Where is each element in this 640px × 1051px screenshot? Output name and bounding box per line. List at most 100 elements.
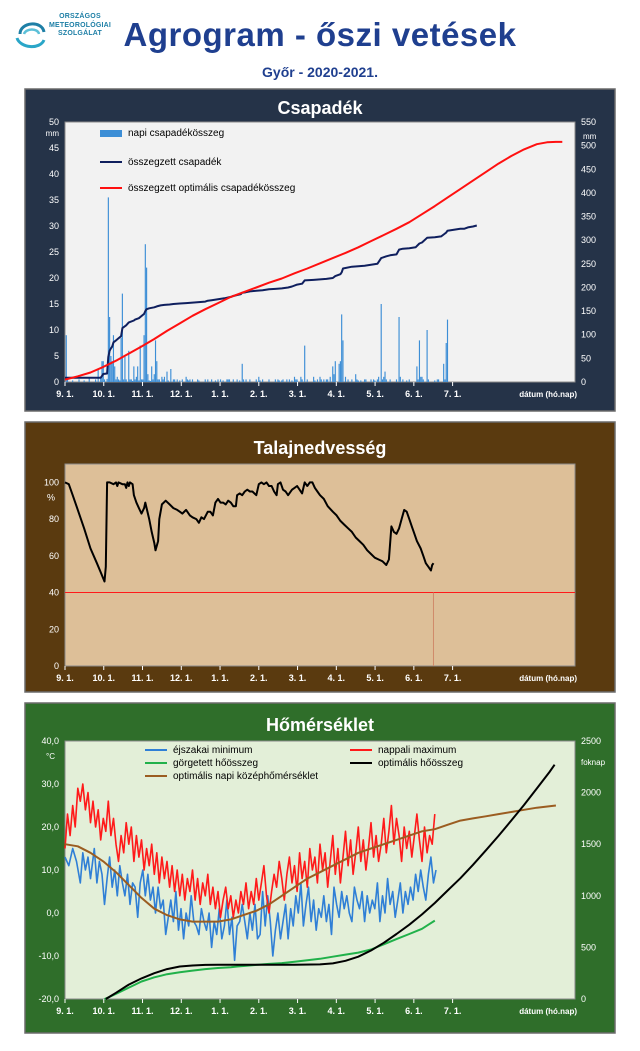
precip-bar [339,361,341,382]
precip-bar [295,379,297,382]
precip-bar [278,380,280,382]
y-tick-label: 0 [54,661,59,671]
y-tick-label-left: 30,0 [41,779,59,789]
precip-bar [262,379,264,382]
precip-bar [125,379,127,382]
y-tick-label-right: 500 [581,942,596,952]
legend-item: görgetett hőösszeg [173,758,258,769]
precip-bar [249,379,251,382]
page-subtitle: Győr - 2020-2021. [262,64,378,80]
precip-bar [166,371,168,382]
precip-bar [146,267,148,382]
x-tick-label: 12. 1. [170,1006,193,1016]
precip-bar [418,340,421,382]
precip-bar [374,380,376,382]
precip-bar [282,379,284,382]
precip-bar [338,363,340,382]
precip-bar [434,380,436,382]
y-tick-label-right: 400 [581,188,596,198]
precip-bar [117,379,120,382]
y-tick-label-left: -10,0 [38,951,59,961]
precip-bar [245,379,247,382]
x-tick-label: 10. 1. [92,389,115,399]
y-axis-label-left: mm [46,129,60,138]
precip-bar [259,380,261,382]
x-tick-label: 12. 1. [170,389,193,399]
precip-bar [376,379,378,382]
precip-bar [334,361,336,382]
precip-bar [258,376,260,382]
precip-bar [344,376,347,382]
y-tick-label: 40 [49,588,59,598]
precip-bar [381,379,384,382]
precip-bar [319,376,321,382]
precip-bar [111,361,113,382]
y-tick-label-left: 20,0 [41,822,59,832]
y-tick-label: 100 [44,477,59,487]
x-tick-label: 2. 1. [250,389,268,399]
precip-bar [421,376,423,382]
precip-bar [152,379,154,382]
x-tick-label: 6. 1. [405,1006,423,1016]
precip-bar [114,366,116,382]
precip-bar [274,379,276,382]
precip-bar [148,380,150,382]
plot-area [64,463,576,667]
precip-bar [102,361,104,382]
precip-bar [255,379,257,382]
precip-bar [179,380,181,382]
precip-bar [130,379,132,382]
precip-bar [188,380,190,382]
optimal-heat-sum-line [105,764,556,1000]
precip-bar [134,379,136,382]
precip-bar [333,374,335,382]
precip-bar [214,380,217,382]
y-tick-label-right: 250 [581,259,596,269]
y-tick-label-right: 100 [581,330,596,340]
precip-bar [341,314,343,382]
precip-bar [385,379,387,382]
x-tick-label: 9. 1. [56,673,74,683]
precip-bar [402,379,404,382]
x-tick-label: 11. 1. [132,1006,154,1016]
logo [15,22,46,48]
precip-bar [129,379,131,382]
precip-bar [357,380,359,382]
precip-bar [389,379,391,382]
precip-bar [172,379,174,382]
precip-bar [416,366,418,382]
x-tick-label: 4. 1. [328,673,346,683]
precip-bar [291,380,293,382]
y-tick-label-left: 20 [49,273,59,283]
precip-bar [444,379,446,382]
precip-bar [241,363,243,382]
x-tick-label: 1. 1. [211,673,229,683]
day-max-line [64,783,436,919]
precip-bar [327,379,329,382]
x-tick-label: 4. 1. [328,389,346,399]
x-tick-label: 9. 1. [56,389,74,399]
precip-bar [65,335,67,382]
y-tick-label-left: 40,0 [41,736,59,746]
precip-bar [380,304,382,382]
legend-item: napi csapadékösszeg [128,128,224,139]
precip-bar [133,366,135,382]
precip-bar [436,379,438,382]
x-tick-label: 6. 1. [405,389,423,399]
precip-bar [153,374,155,382]
y-tick-label-left: 45 [49,143,59,153]
chart-title: Hőmérséklet [266,715,374,735]
precip-bar [72,380,74,382]
precip-bar [158,379,160,382]
precip-bar [316,379,319,382]
soil-moisture-line [64,481,435,583]
precip-bar [360,380,362,382]
precip-bar [217,379,219,382]
precip-bar [306,379,308,382]
precip-bar [445,343,447,382]
precip-bar [121,293,123,382]
x-tick-label: 5. 1. [366,673,384,683]
precip-bar [162,379,164,382]
precip-bar [142,379,144,382]
precip-bar [167,380,169,382]
